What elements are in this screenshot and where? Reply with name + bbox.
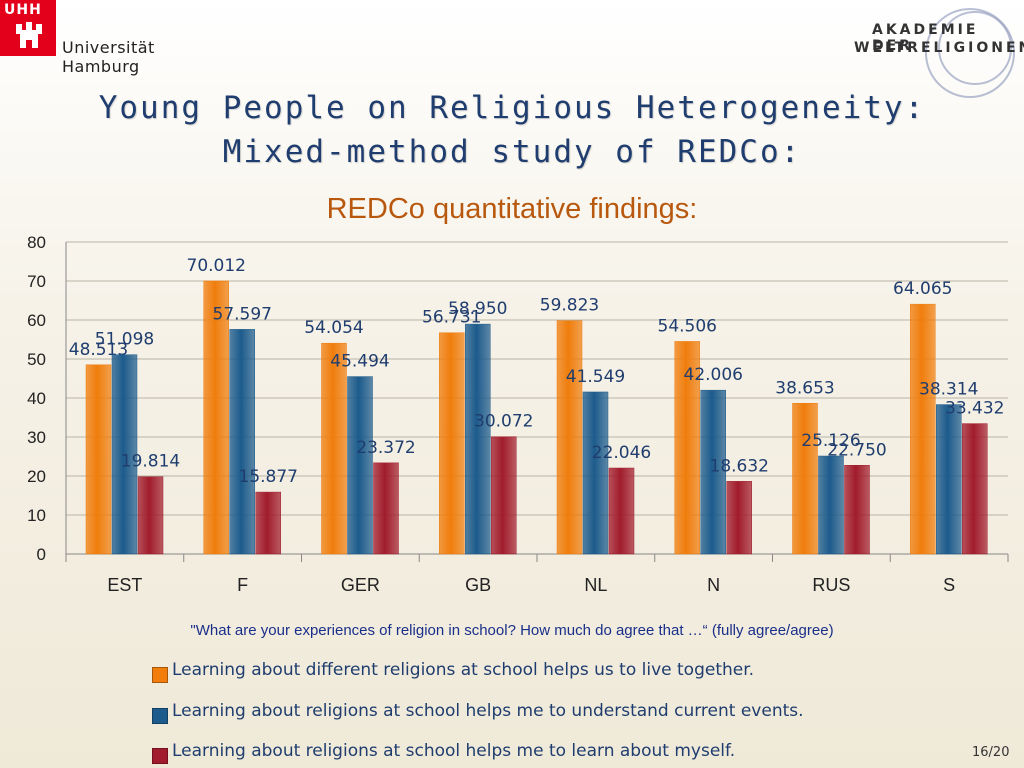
data-label: 56.731: [422, 308, 481, 328]
data-label: 54.506: [658, 316, 717, 336]
data-label: 18.632: [710, 456, 769, 476]
data-label: 59.823: [540, 296, 599, 316]
legend-swatch-series-3: [152, 748, 168, 764]
bar: [491, 436, 517, 555]
data-label: 58.950: [448, 299, 507, 319]
x-tick-label: N: [707, 575, 720, 595]
y-tick-label: 20: [27, 467, 46, 486]
y-tick-label: 10: [27, 506, 46, 525]
data-label: 19.814: [121, 452, 180, 472]
data-label: 38.653: [775, 378, 834, 398]
bar: [792, 403, 818, 555]
legend-label-series-1: Learning about different religions at sc…: [172, 660, 755, 680]
data-label: 33.432: [945, 399, 1004, 419]
data-label: 22.750: [827, 440, 886, 460]
x-tick-label: GB: [465, 575, 491, 595]
data-label: 30.072: [474, 412, 533, 432]
data-label: 41.549: [566, 367, 625, 387]
data-label: 23.372: [356, 438, 415, 458]
akademie-line-2: WELTRELIGIONEN: [854, 40, 1024, 56]
y-tick-label: 60: [27, 311, 46, 330]
legend-label-series-3: Learning about religions at school helps…: [172, 741, 736, 761]
y-tick-label: 0: [37, 545, 46, 564]
data-label: 22.046: [592, 443, 651, 463]
data-label: 57.597: [213, 304, 272, 324]
title-line-2: Mixed-method study of REDCo:: [222, 134, 802, 170]
data-label: 64.065: [893, 279, 952, 299]
data-label: 38.314: [919, 380, 978, 400]
bar: [556, 320, 583, 555]
bar: [111, 354, 138, 555]
legend-swatch-series-1: [152, 667, 168, 683]
bar: [608, 467, 635, 555]
bar: [700, 389, 726, 555]
bar: [726, 481, 752, 555]
y-tick-label: 80: [27, 233, 46, 252]
uhh-logo-text: UHH: [4, 2, 42, 18]
data-label: 25.126: [801, 431, 860, 451]
akademie-line-1: AKADEMIE DER: [872, 22, 979, 54]
x-tick-label: S: [943, 575, 955, 595]
bar-chart: 01020304050607080EST48.51351.09819.814F7…: [27, 233, 1009, 595]
data-label: 51.098: [95, 330, 154, 350]
legend-swatch-series-2: [152, 708, 168, 724]
bar: [85, 364, 112, 555]
data-label: 45.494: [330, 352, 389, 372]
bar: [844, 465, 870, 555]
survey-question: "What are your experiences of religion i…: [190, 622, 834, 639]
chart-subtitle: REDCo quantitative findings:: [326, 193, 698, 225]
y-tick-label: 30: [27, 428, 46, 447]
bar: [674, 341, 700, 555]
bar: [936, 404, 962, 555]
bar: [582, 391, 609, 555]
castle-icon: [16, 22, 42, 48]
uhh-logo: UHH Universität Hamburg: [0, 0, 228, 76]
data-label: 42.006: [684, 365, 743, 385]
bar: [255, 491, 281, 555]
x-tick-label: EST: [107, 575, 142, 595]
x-tick-label: GER: [341, 575, 380, 595]
page-title: Young People on Religious Heterogeneity:…: [0, 86, 1024, 174]
bar: [203, 280, 229, 555]
x-tick-label: RUS: [812, 575, 850, 595]
x-tick-label: NL: [584, 575, 607, 595]
bar: [373, 462, 399, 555]
data-label: 15.877: [239, 467, 298, 487]
y-tick-label: 40: [27, 389, 46, 408]
legend-label-series-2: Learning about religions at school helps…: [172, 701, 804, 721]
akademie-logo: AKADEMIE DER WELTRELIGIONEN: [850, 8, 1024, 98]
bar: [439, 332, 465, 555]
uhh-logo-mark: UHH: [0, 0, 56, 56]
page-number: 16/20: [972, 745, 1010, 760]
data-label: 54.054: [304, 318, 363, 338]
bar: [229, 329, 255, 555]
y-tick-label: 50: [27, 350, 46, 369]
bar: [347, 376, 373, 555]
data-label: 70.012: [187, 256, 246, 276]
bar: [465, 323, 491, 555]
x-tick-label: F: [237, 575, 248, 595]
y-tick-label: 70: [27, 272, 46, 291]
bar: [818, 455, 844, 555]
bar: [321, 342, 347, 555]
title-line-1: Young People on Religious Heterogeneity:: [98, 90, 926, 126]
bar: [962, 423, 988, 555]
circle-arcs-icon: [925, 8, 1015, 98]
bar: [137, 476, 164, 555]
university-name: Universität Hamburg: [62, 38, 155, 76]
bar: [910, 303, 936, 555]
